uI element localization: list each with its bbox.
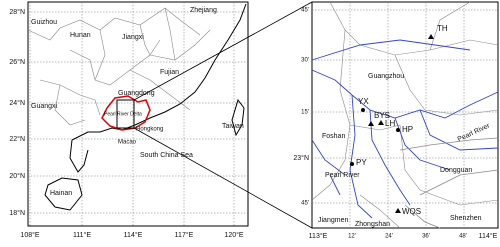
right-grid [312, 2, 498, 228]
x-tick-label: 48' [459, 234, 467, 240]
place-label: Guangxi [31, 103, 58, 110]
place-label: Taiwan [222, 123, 244, 130]
left-map-frame [27, 1, 249, 227]
y-tick-label: 22°N [9, 135, 25, 143]
x-tick-label: 24' [385, 234, 393, 240]
place-label: Hongkong [136, 127, 163, 133]
station-label: HP [402, 125, 413, 134]
y-tick-label: 30' [301, 58, 309, 64]
zoom-line [133, 127, 313, 229]
station-label: BYS [374, 111, 390, 120]
river-bank [399, 137, 499, 229]
x-tick-label: 108°E [20, 231, 39, 239]
y-tick-label: 45' [301, 201, 309, 207]
pearl-river-delta-outline [101, 95, 151, 131]
station-label: LH [385, 119, 395, 128]
place-label: Zhejiang [190, 7, 217, 14]
place-label: Shenzhen [450, 215, 482, 222]
left-map [27, 1, 249, 227]
place-label: Dongguan [440, 167, 472, 174]
station-label: TH [437, 24, 448, 33]
x-tick-label: 117°E [175, 231, 194, 239]
station-label: YX [358, 97, 369, 106]
province-boundaries [27, 7, 211, 126]
hainan [44, 177, 83, 211]
y-tick-label: 28°N [9, 8, 25, 16]
place-label: Foshan [322, 133, 345, 140]
right-map [311, 1, 499, 229]
place-label: South China Sea [140, 152, 193, 159]
station-marker [361, 108, 365, 112]
x-tick-label: 114°E [124, 231, 143, 239]
place-label: Pearl River Delta [104, 111, 142, 117]
zoom-line [133, 1, 313, 101]
station-marker [428, 34, 434, 39]
x-tick-label: 113°E [309, 232, 328, 240]
x-tick-label: 120°E [224, 231, 243, 239]
x-tick-label: 114°E [479, 232, 498, 240]
place-label: Zhongshan [355, 221, 390, 228]
x-tick-label: 111°E [73, 231, 91, 239]
zoom-box [116, 99, 135, 129]
place-label: Guangzhou [368, 73, 404, 80]
place-label: Jiangmen [318, 217, 348, 224]
station-marker [395, 208, 401, 213]
y-tick-label: 23°N [293, 154, 309, 162]
y-tick-label: 24°N [9, 99, 25, 107]
coastline [71, 3, 247, 141]
y-tick-label: 15' [301, 110, 309, 116]
y-tick-label: 45' [301, 8, 309, 14]
y-tick-label: 26°N [9, 58, 25, 66]
place-label: Fujian [160, 69, 179, 76]
station-marker [378, 120, 384, 125]
station-label: WQS [402, 207, 421, 216]
station-marker [368, 121, 374, 126]
left-grid [28, 2, 248, 226]
place-label: Jiangxi [122, 34, 144, 41]
station-marker [396, 128, 400, 132]
figure: 28°N 26°N 24°N 22°N 20°N 18°N 108°E 111°… [9, 1, 499, 240]
place-label: Guizhou [31, 19, 57, 26]
station-marker [350, 162, 354, 166]
y-tick-label: 20°N [9, 172, 25, 180]
place-label: Guangdong [118, 90, 155, 97]
taiwan [231, 98, 245, 137]
y-tick-label: 18°N [9, 209, 25, 217]
place-label: Macao [118, 140, 137, 146]
place-label: Hainan [50, 190, 72, 197]
station-label: PY [356, 158, 367, 167]
place-label: Pearl River [325, 172, 360, 179]
x-tick-label: 36' [422, 234, 430, 240]
district-boundaries [311, 1, 499, 229]
x-tick-label: 12' [348, 234, 356, 240]
river [311, 39, 499, 219]
place-label: Hunan [70, 32, 91, 39]
leizhou [69, 139, 89, 173]
